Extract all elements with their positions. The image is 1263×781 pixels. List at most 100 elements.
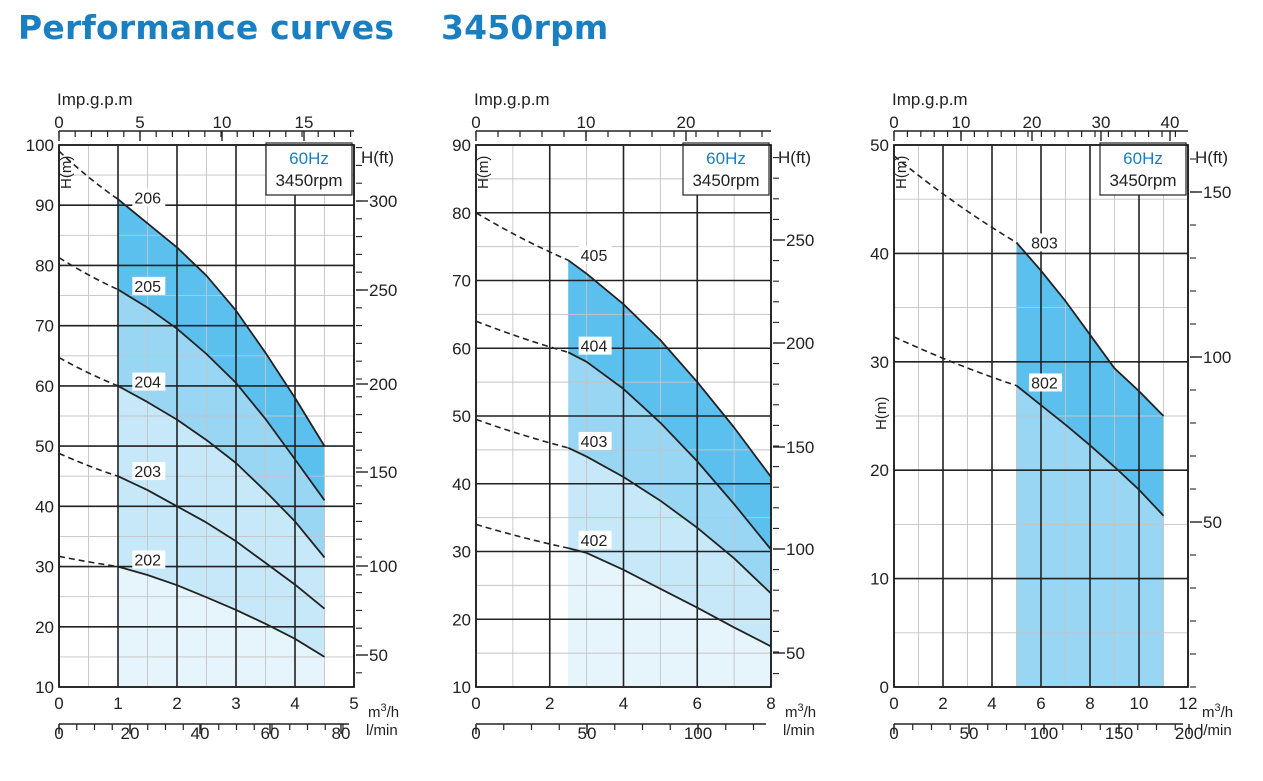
y-tick-label: 40 — [870, 244, 889, 263]
y-tick-label: 50 — [452, 407, 471, 426]
x-tick-label: 10 — [1130, 694, 1149, 713]
plot-frame — [475, 144, 772, 688]
curve-dashed-405 — [475, 212, 569, 261]
curve-label-206: 206 — [134, 191, 161, 208]
ft-axis-title: H(ft) — [361, 148, 394, 167]
ft-tick-label: 50 — [369, 646, 388, 665]
x-tick-label: 6 — [1036, 694, 1045, 713]
hz-label: 60Hz — [706, 149, 746, 168]
x-tick-label: 12 — [1179, 694, 1198, 713]
ft-tick-label: 100 — [786, 540, 814, 559]
curve-dashed-202 — [58, 555, 119, 568]
lmin-tick-label: 200 — [1175, 724, 1203, 743]
curve-label-803: 803 — [1031, 235, 1058, 252]
curve-402 — [567, 547, 772, 648]
ft-tick-label: 50 — [786, 644, 805, 663]
y-tick-label: 70 — [35, 317, 54, 336]
y-tick-label: 90 — [35, 196, 54, 215]
top-axis-tick-label: 20 — [1023, 113, 1042, 132]
x-axis-unit: m3/h — [785, 702, 816, 721]
x-tick-label: 8 — [766, 694, 775, 713]
band-205 — [118, 289, 325, 558]
y-tick-label: 10 — [870, 570, 889, 589]
curve-label-bg — [578, 245, 612, 264]
curve-label-bg — [578, 431, 612, 450]
curve-label-bg — [132, 550, 166, 569]
band-403 — [568, 447, 771, 647]
curve-dashed-402 — [475, 523, 569, 549]
y-axis-title: H(m) — [475, 156, 492, 189]
top-axis-tick-label: 10 — [577, 113, 596, 132]
x-tick-label: 3 — [231, 694, 240, 713]
curve-dashed-203 — [58, 452, 119, 477]
lmin-tick-label: 40 — [191, 724, 210, 743]
ft-tick-label: 200 — [369, 375, 397, 394]
lmin-axis-title: l/min — [783, 722, 815, 739]
lmin-tick-label: 80 — [332, 724, 351, 743]
plot-frame — [58, 144, 355, 688]
y-axis-title-mid: H(m) — [873, 397, 890, 430]
freq-box — [265, 142, 353, 196]
curve-label-bg — [1029, 373, 1063, 392]
top-axis-title: Imp.g.p.m — [892, 90, 968, 109]
ft-tick-label: 100 — [1203, 348, 1231, 367]
x-tick-label: 4 — [987, 694, 996, 713]
lmin-tick-label: 20 — [121, 724, 140, 743]
y-axis-title: H(m) — [893, 156, 910, 189]
band-206 — [118, 199, 325, 501]
curve-205 — [117, 288, 326, 501]
y-tick-label: 0 — [880, 678, 889, 697]
band-below-402 — [568, 548, 771, 687]
curve-label-204: 204 — [134, 375, 161, 392]
curve-dashed-802 — [893, 336, 1017, 387]
ft-tick-label: 150 — [786, 438, 814, 457]
curve-802 — [1015, 384, 1165, 517]
band-404 — [568, 352, 771, 594]
top-axis-title: Imp.g.p.m — [57, 90, 133, 109]
plot-frame — [893, 144, 1189, 688]
x-axis-unit: m3/h — [1202, 702, 1233, 721]
curve-label-203: 203 — [134, 464, 161, 481]
x-tick-label: 8 — [1085, 694, 1094, 713]
top-axis-tick-label: 0 — [889, 113, 898, 132]
lmin-tick-label: 50 — [578, 724, 597, 743]
y-tick-label: 50 — [35, 437, 54, 456]
ft-tick-label: 150 — [1203, 183, 1231, 202]
x-tick-label: 2 — [938, 694, 947, 713]
y-tick-label: 40 — [35, 497, 54, 516]
lmin-tick-label: 100 — [1030, 724, 1058, 743]
lmin-axis-title: l/min — [1200, 722, 1232, 739]
ft-tick-label: 300 — [369, 192, 397, 211]
ft-tick-label: 200 — [786, 334, 814, 353]
y-tick-label: 60 — [452, 339, 471, 358]
curve-label-403: 403 — [581, 434, 608, 451]
x-tick-label: 6 — [693, 694, 702, 713]
freq-box — [1099, 142, 1187, 196]
ft-axis-title: H(ft) — [1195, 148, 1228, 167]
hz-label: 60Hz — [1123, 149, 1163, 168]
curve-label-202: 202 — [134, 553, 161, 570]
page-title-rpm: 3450rpm — [440, 8, 609, 47]
y-tick-label: 90 — [452, 136, 471, 155]
x-tick-label: 4 — [290, 694, 299, 713]
chart-1: 0 5 10 15Imp.g.p.m102030405060708090100H(m)… — [26, 90, 400, 743]
curve-404 — [567, 351, 772, 551]
curve-803 — [1015, 242, 1165, 417]
y-tick-label: 60 — [35, 377, 54, 396]
lmin-tick-label: 0 — [471, 724, 480, 743]
top-axis-tick-label: 30 — [1092, 113, 1111, 132]
band-405 — [568, 260, 771, 550]
lmin-tick-label: 150 — [1105, 724, 1133, 743]
curve-403 — [567, 446, 772, 595]
curve-206 — [117, 198, 326, 447]
ft-tick-label: 250 — [786, 231, 814, 250]
curve-202 — [117, 565, 325, 658]
curve-dashed-205 — [58, 256, 119, 291]
curve-203 — [117, 475, 326, 610]
x-tick-label: 2 — [172, 694, 181, 713]
curve-label-802: 802 — [1031, 375, 1058, 392]
curve-label-bg — [132, 462, 166, 481]
top-axis-tick-label: 40 — [1161, 113, 1180, 132]
